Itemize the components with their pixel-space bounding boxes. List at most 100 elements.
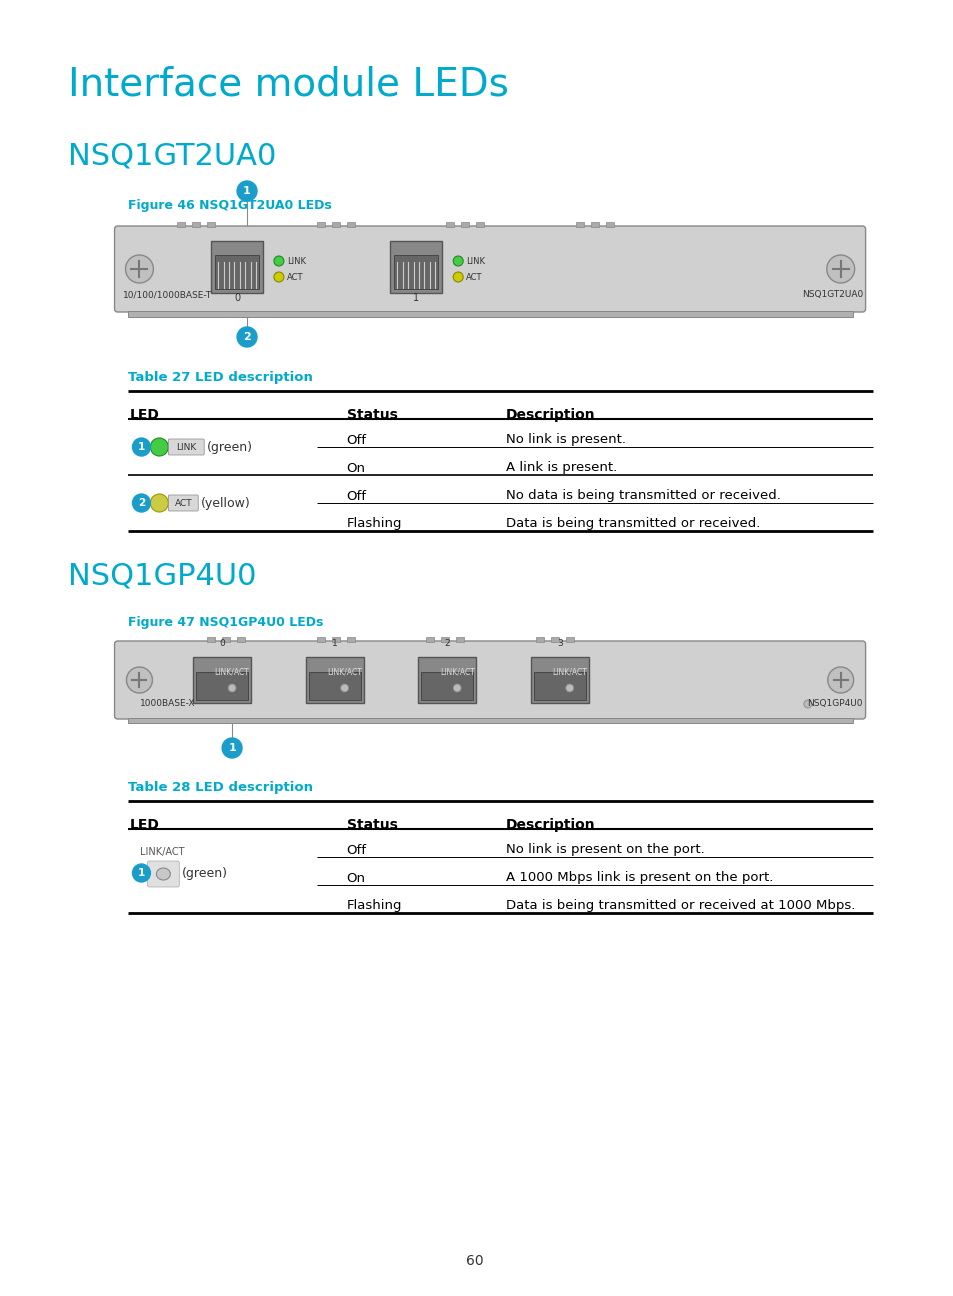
Text: LINK/ACT: LINK/ACT xyxy=(439,667,475,677)
Text: Data is being transmitted or received at 1000 Mbps.: Data is being transmitted or received at… xyxy=(505,899,855,912)
Circle shape xyxy=(274,272,284,283)
Text: ACT: ACT xyxy=(174,499,192,508)
Text: Flashing: Flashing xyxy=(346,899,402,912)
Bar xyxy=(460,222,469,227)
FancyBboxPatch shape xyxy=(531,657,588,702)
Text: No link is present on the port.: No link is present on the port. xyxy=(505,844,704,857)
Bar xyxy=(177,222,185,227)
Circle shape xyxy=(237,327,256,347)
Bar xyxy=(346,638,355,642)
Bar xyxy=(207,638,215,642)
Circle shape xyxy=(132,864,151,883)
Circle shape xyxy=(453,684,460,692)
Text: A 1000 Mbps link is present on the port.: A 1000 Mbps link is present on the port. xyxy=(505,871,773,884)
Text: ACT: ACT xyxy=(287,272,303,281)
Text: LINK/ACT: LINK/ACT xyxy=(140,848,185,857)
Text: Description: Description xyxy=(505,818,595,832)
Text: NSQ1GP4U0: NSQ1GP4U0 xyxy=(68,561,256,590)
Bar xyxy=(565,638,573,642)
Text: Table 27 LED description: Table 27 LED description xyxy=(128,371,312,384)
Text: On: On xyxy=(346,461,365,474)
Circle shape xyxy=(803,700,811,708)
Text: 1000BASE-X: 1000BASE-X xyxy=(139,699,195,708)
Text: Figure 46 NSQ1GT2UA0 LEDs: Figure 46 NSQ1GT2UA0 LEDs xyxy=(128,200,331,213)
Bar xyxy=(426,638,434,642)
Text: Status: Status xyxy=(346,408,397,421)
Circle shape xyxy=(826,255,854,283)
FancyBboxPatch shape xyxy=(215,255,258,289)
Text: LINK: LINK xyxy=(176,442,196,451)
FancyBboxPatch shape xyxy=(534,673,585,700)
Text: (green): (green) xyxy=(207,441,253,454)
Text: (green): (green) xyxy=(182,867,228,880)
Bar xyxy=(316,222,324,227)
Text: 1: 1 xyxy=(137,442,145,452)
Bar xyxy=(605,222,613,227)
Text: 3: 3 xyxy=(557,639,562,648)
Bar xyxy=(207,222,215,227)
FancyBboxPatch shape xyxy=(196,673,248,700)
FancyBboxPatch shape xyxy=(168,439,204,455)
Circle shape xyxy=(340,684,348,692)
Text: Off: Off xyxy=(346,490,366,503)
Circle shape xyxy=(151,438,168,456)
Text: Flashing: Flashing xyxy=(346,517,402,530)
Bar xyxy=(536,638,543,642)
Bar xyxy=(456,638,464,642)
Bar xyxy=(332,222,339,227)
Circle shape xyxy=(132,438,151,456)
Text: (yellow): (yellow) xyxy=(201,496,251,509)
FancyBboxPatch shape xyxy=(418,657,476,702)
Text: NSQ1GT2UA0: NSQ1GT2UA0 xyxy=(801,290,862,299)
FancyBboxPatch shape xyxy=(114,642,864,719)
Bar xyxy=(128,311,852,318)
FancyBboxPatch shape xyxy=(306,657,363,702)
Bar xyxy=(316,638,324,642)
Bar xyxy=(346,222,355,227)
Bar xyxy=(550,638,558,642)
Text: LINK: LINK xyxy=(287,257,306,266)
Text: 1: 1 xyxy=(332,639,337,648)
Text: Interface module LEDs: Interface module LEDs xyxy=(68,66,508,104)
Text: NSQ1GT2UA0: NSQ1GT2UA0 xyxy=(68,141,275,170)
Text: Off: Off xyxy=(346,844,366,857)
FancyBboxPatch shape xyxy=(148,861,179,886)
Text: Off: Off xyxy=(346,433,366,447)
FancyBboxPatch shape xyxy=(309,673,360,700)
FancyBboxPatch shape xyxy=(390,241,442,293)
Text: LED: LED xyxy=(130,408,159,421)
Text: 2: 2 xyxy=(444,639,450,648)
Circle shape xyxy=(237,181,256,201)
Circle shape xyxy=(126,255,153,283)
Bar xyxy=(237,638,245,642)
Bar xyxy=(332,638,339,642)
Bar xyxy=(441,638,449,642)
Text: Figure 47 NSQ1GP4U0 LEDs: Figure 47 NSQ1GP4U0 LEDs xyxy=(128,616,322,629)
Text: 2: 2 xyxy=(137,498,145,508)
Ellipse shape xyxy=(153,866,172,880)
Circle shape xyxy=(827,667,853,693)
Circle shape xyxy=(228,684,235,692)
Text: LINK/ACT: LINK/ACT xyxy=(327,667,362,677)
Circle shape xyxy=(565,684,573,692)
Text: 60: 60 xyxy=(466,1255,483,1267)
FancyBboxPatch shape xyxy=(211,241,263,293)
Circle shape xyxy=(127,667,152,693)
Text: 0: 0 xyxy=(233,293,240,303)
Text: Description: Description xyxy=(505,408,595,421)
Text: LINK/ACT: LINK/ACT xyxy=(214,667,250,677)
Text: LINK: LINK xyxy=(466,257,485,266)
Text: Table 28 LED description: Table 28 LED description xyxy=(128,781,313,794)
Bar xyxy=(222,638,230,642)
Circle shape xyxy=(274,257,284,266)
Circle shape xyxy=(132,494,151,512)
Text: Status: Status xyxy=(346,818,397,832)
Bar xyxy=(128,718,852,723)
Text: 1: 1 xyxy=(137,868,145,877)
Text: LED: LED xyxy=(130,818,159,832)
FancyBboxPatch shape xyxy=(168,495,198,511)
Text: LINK/ACT: LINK/ACT xyxy=(552,667,587,677)
Text: 1: 1 xyxy=(243,187,251,196)
Text: No data is being transmitted or received.: No data is being transmitted or received… xyxy=(505,490,781,503)
Bar xyxy=(446,222,454,227)
